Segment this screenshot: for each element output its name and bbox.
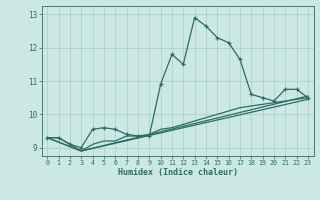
X-axis label: Humidex (Indice chaleur): Humidex (Indice chaleur) <box>118 168 237 177</box>
